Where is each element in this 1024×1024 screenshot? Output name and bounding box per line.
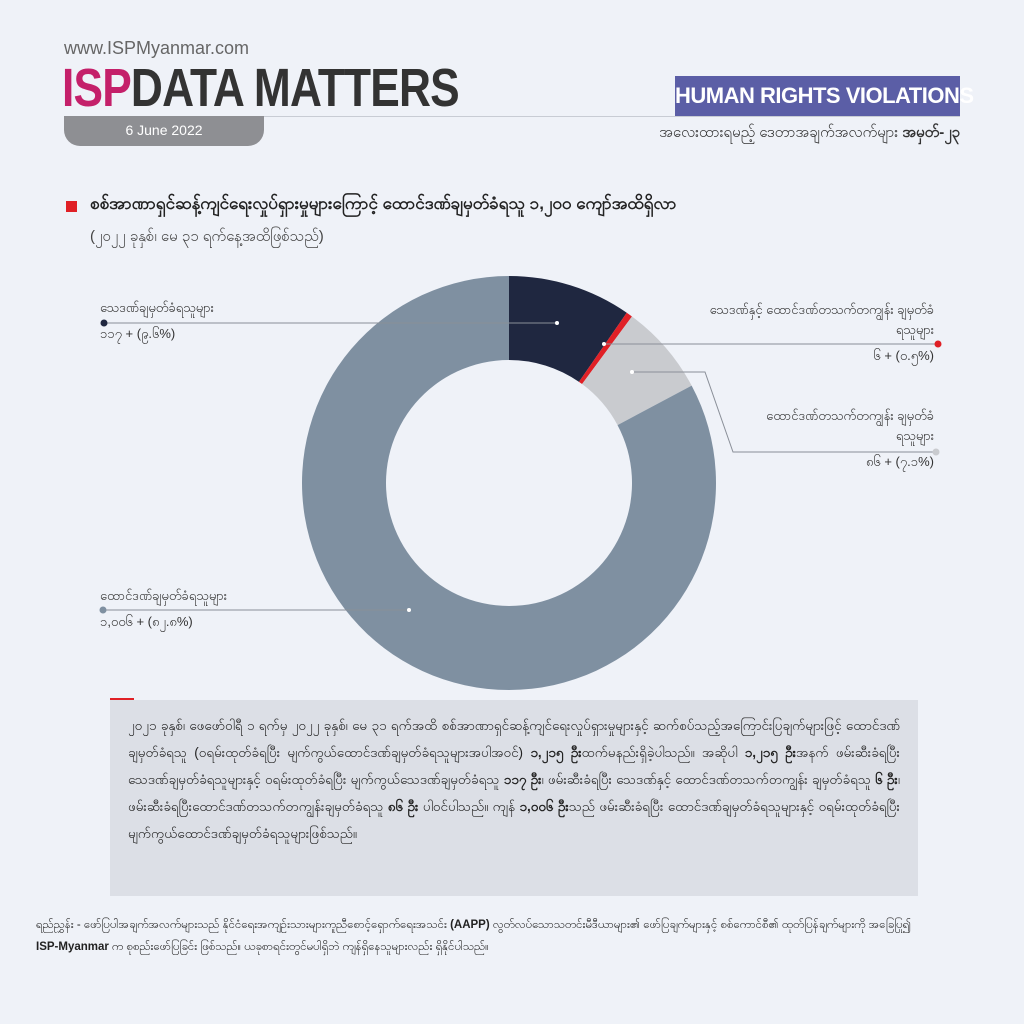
emphasis-text: ၈၆ ဦး — [387, 799, 419, 814]
text-run: က စုစည်းဖော်ပြခြင်း ဖြစ်သည်။ ယခုစာရင်းတွ… — [108, 941, 489, 953]
text-run: ပါဝင်ပါသည်။ ကျန် — [418, 799, 520, 814]
donut-slice-death — [509, 276, 627, 382]
emphasis-text: ၁,၀၀၆ ဦး — [519, 799, 569, 814]
slice-name: သေဒဏ်နှင့် ထောင်ဒဏ်တသက်တကျွန်း ချမှတ်ခံရ… — [709, 302, 934, 337]
fact-label-text: အလေးထားရမည့် ဒေတာအချက်အလက်များ — [659, 124, 899, 141]
emphasis-text: ISP-Myanmar — [36, 941, 109, 953]
emphasis-text: ၁,၂၁၅ ဦး — [744, 745, 797, 760]
donut-chart — [99, 276, 942, 690]
emphasis-text: (AAPP) — [450, 919, 490, 931]
emphasis-text: ၆ ဦး — [875, 772, 898, 787]
dot-prison — [99, 606, 107, 614]
leader-line-life — [632, 371, 934, 453]
source-note: ရည်ညွှန်း - ဖော်ပြပါအချက်အလက်များသည် နို… — [36, 914, 936, 958]
dot-death — [100, 319, 108, 327]
brand-rest: DATA MATTERS — [130, 58, 460, 118]
text-run: ၂၀၂၁ ခုနှစ်၊ ဖေဖော်ဝါရီ ၁ ရက်မှ ၂၀၂၂ ခုန… — [128, 718, 900, 760]
header-divider — [64, 116, 960, 117]
text-run: ထက်မနည်းရှိခဲ့ပါသည်။ အဆိုပါ — [581, 745, 745, 760]
label-death: သေဒဏ်ချမှတ်ခံရသူများ၁၁၇ + (၉.၆%) — [100, 298, 214, 344]
dot-prison-inner — [407, 608, 411, 612]
category-banner: HUMAN RIGHTS VIOLATIONS — [675, 76, 974, 116]
text-run: လွတ်လပ်သောသတင်းမီဒီယာများ၏ ဖော်ပြချက်မျာ… — [489, 919, 912, 931]
emphasis-text: ၁,၂၁၅ ဦး — [530, 745, 582, 760]
text-run: ဖော်ပြပါအချက်အလက်များသည် နိုင်ငံရေးအကျဉ်… — [80, 919, 451, 931]
dot-life-inner — [630, 370, 634, 374]
dot-death-inner — [555, 321, 559, 325]
label-prison: ထောင်ဒဏ်ချမှတ်ခံရသူများ၁,၀၀၆ + (၈၂.၈%) — [100, 586, 227, 632]
website-url: www.ISPMyanmar.com — [64, 38, 250, 58]
donut-slice-death-and-life — [578, 312, 632, 385]
emphasis-text: ၁၁၇ ဦး — [503, 772, 542, 787]
label-death-and-life: သေဒဏ်နှင့် ထောင်ဒဏ်တသက်တကျွန်း ချမှတ်ခံရ… — [704, 300, 934, 366]
donut-slice-prison — [301, 276, 716, 690]
text-run: ၊ ဖမ်းဆီးခံရပြီးထောင်ဒဏ်တသက်တကျွန်းချမှတ… — [128, 772, 900, 814]
donut-slice-life — [582, 316, 692, 426]
slice-name: သေဒဏ်ချမှတ်ခံရသူများ — [100, 300, 214, 315]
text-run: အနက် ဖမ်းဆီးခံရပြီး သေဒဏ်ချမှတ်ခံရသူများ… — [128, 745, 900, 787]
dot-death-and-life-inner — [602, 342, 606, 346]
dot-death-and-life — [934, 340, 942, 348]
brand-logo: ISPDATA MATTERS — [62, 61, 460, 115]
brand-isp: ISP — [62, 58, 132, 118]
chart-title: စစ်အာဏာရှင်ဆန့်ကျင်ရေးလှုပ်ရှားမှုများကြ… — [90, 194, 677, 213]
slice-name: ထောင်ဒဏ်ချမှတ်ခံရသူများ — [100, 588, 227, 603]
dot-life — [932, 448, 940, 456]
source-label: ရည်ညွှန်း - — [36, 919, 81, 931]
slice-name: ထောင်ဒဏ်တသက်တကျွန်း ချမှတ်ခံရသူများ — [766, 408, 934, 443]
label-life: ထောင်ဒဏ်တသက်တကျွန်း ချမှတ်ခံရသူများ၈၆ + … — [764, 406, 934, 472]
date-badge: 6 June 2022 — [64, 116, 264, 146]
slice-value-label: ၈၆ + (၇.၁%) — [865, 454, 934, 469]
text-run: သည် ဖမ်းဆီးခံရပြီး ထောင်ဒဏ်ချမှတ်ခံရသူမျ… — [128, 799, 900, 841]
slice-value-label: ၆ + (၀.၅%) — [873, 348, 934, 363]
fact-label: အလေးထားရမည့် ဒေတာအချက်အလက်များ အမှတ်-၂၃ — [659, 122, 960, 144]
chart-subtitle: (၂၀၂၂ ခုနှစ်၊ မေ ၃၁ ရက်နေ့အထိဖြစ်သည်) — [90, 228, 324, 245]
summary-note: ၂၀၂၁ ခုနှစ်၊ ဖေဖော်ဝါရီ ၁ ရက်မှ ၂၀၂၂ ခုန… — [110, 700, 918, 896]
slice-value-label: ၁၁၇ + (၉.၆%) — [100, 326, 176, 341]
title-marker — [66, 201, 77, 212]
slice-value-label: ၁,၀၀၆ + (၈၂.၈%) — [100, 614, 193, 629]
fact-number: အမှတ်-၂၃ — [902, 124, 960, 141]
text-run: ၊ ဖမ်းဆီးခံရပြီး သေဒဏ်နှင့် ထောင်ဒဏ်တသက်… — [541, 772, 876, 787]
